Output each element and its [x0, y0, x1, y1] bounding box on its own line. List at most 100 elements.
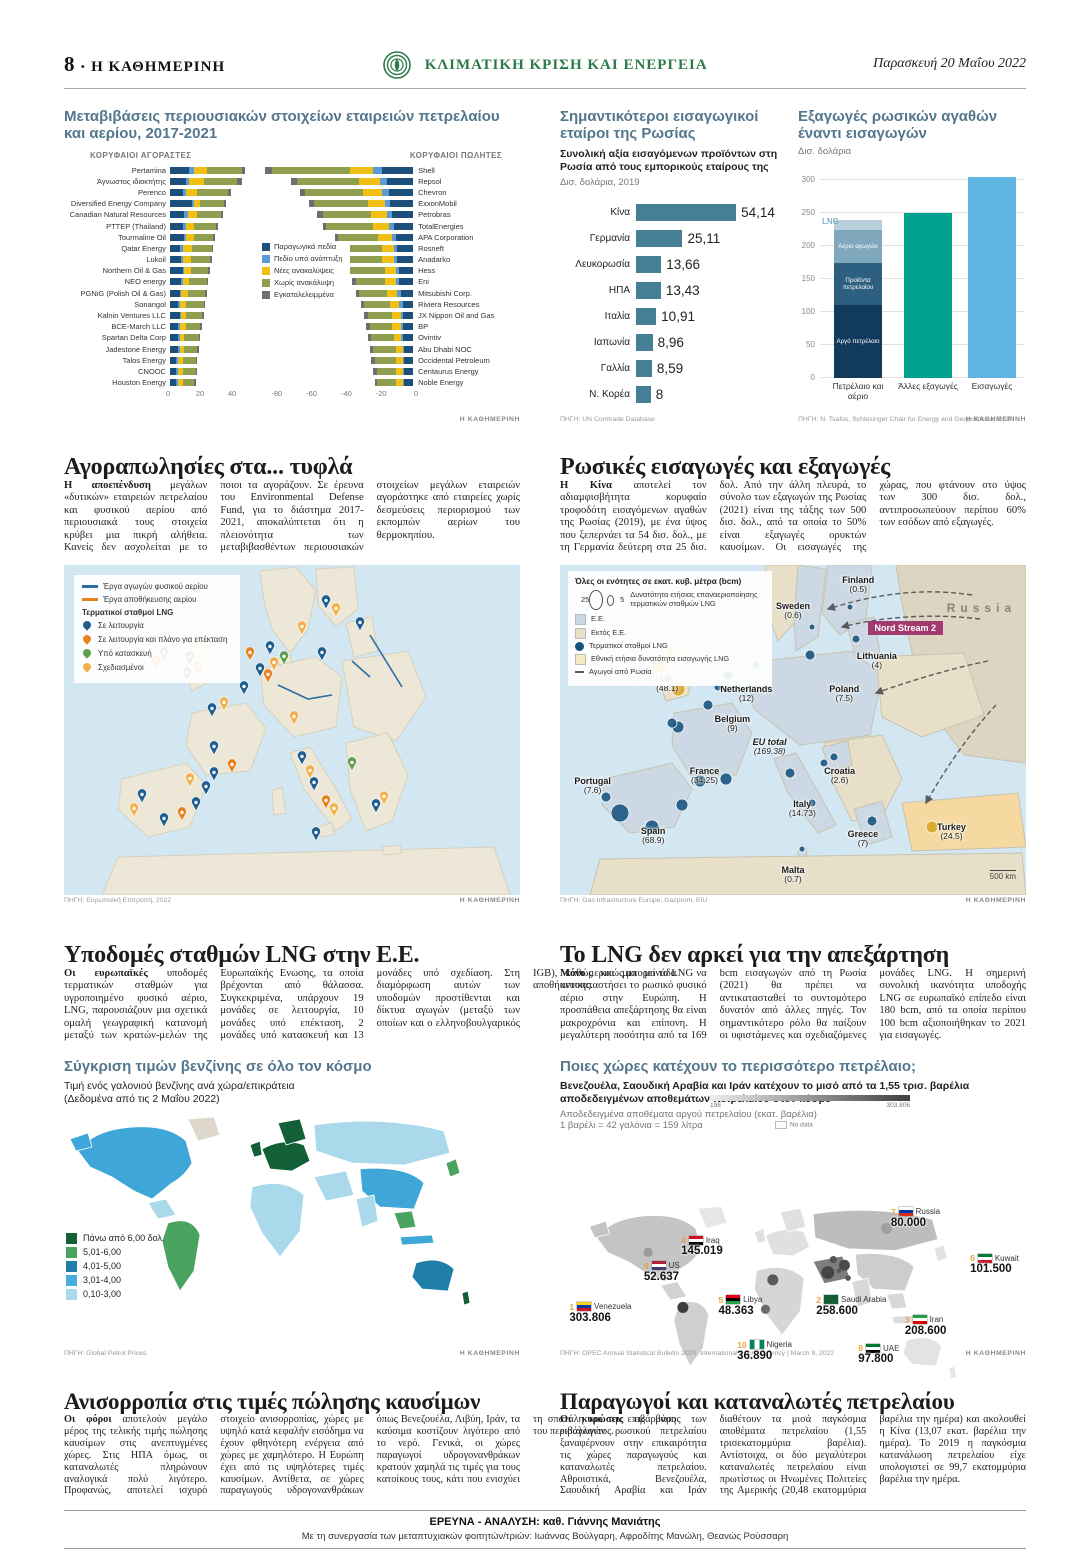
terminal-circle — [784, 767, 796, 779]
transfer-row: Perenco Chevron — [64, 187, 520, 198]
seller-label: Shell — [418, 165, 435, 175]
map-legend: Όλες οι ενότητες σε εκατ. κυβ. μέτρα (bc… — [568, 571, 772, 686]
bar-segment — [402, 367, 405, 375]
bar-segment — [197, 345, 199, 353]
seller-label: Ovintiv — [418, 333, 441, 343]
legend-item: Ε.Ε. — [575, 614, 765, 625]
lng-terminal-pin — [297, 750, 307, 766]
bar-segment — [203, 300, 206, 308]
legend-item: Νέες ανακαλύψεις — [262, 266, 350, 275]
seller-label: Occidental Petroleum — [418, 355, 490, 365]
map-surface: Έργα αγωγών φυσικού αερίου Έργα αποθήκευ… — [64, 565, 520, 895]
gridline — [820, 212, 1024, 213]
partner-bar — [636, 386, 651, 404]
bar-segment — [393, 244, 398, 252]
terminal-circle — [851, 634, 861, 644]
terminal-circle — [675, 798, 689, 812]
bar-segment — [181, 278, 183, 286]
lng-terminal-pin — [201, 780, 211, 796]
bar-segment — [182, 222, 186, 230]
buyer-bar — [169, 222, 248, 230]
partner-value: 54,14 — [741, 205, 775, 221]
import-partner-row: Ιαπωνία 8,96 — [560, 330, 782, 356]
lng-terminal-pin — [311, 826, 321, 842]
terminal-circle — [610, 803, 630, 823]
lng-terminal-pin — [219, 696, 229, 712]
seller-label: JX Nippon Oil and Gas — [418, 311, 495, 321]
seller-bar — [256, 278, 414, 286]
bar-segment — [181, 312, 186, 320]
article-lead: Οι ευρωπαϊκές — [64, 968, 148, 979]
terminal-circle — [808, 623, 816, 631]
bar-segment — [305, 188, 363, 196]
article-body: μερικώς μπορεί το LNG να αντικαταστήσει … — [560, 968, 1026, 1042]
bar-segment — [265, 166, 273, 174]
credit: Η ΚΑΘΗΜΕΡΙΝΗ — [459, 1350, 520, 1357]
stack-segment: Προϊόντα πετρελαίου — [834, 262, 882, 306]
import-partner-row: Λευκορωσία 13,66 — [560, 252, 782, 278]
storage-swatch — [82, 598, 98, 601]
collaboration-credit: Με τη συνεργασία των μεταπτυχιακών φοιτη… — [301, 1531, 789, 1542]
buyer-bar — [169, 312, 248, 320]
bar-segment — [350, 166, 374, 174]
bar-segment — [169, 233, 185, 241]
partner-bar — [636, 360, 652, 378]
bar-segment — [362, 188, 382, 196]
sellers-axis-tick: -80 — [271, 389, 283, 399]
bar-segment — [184, 345, 198, 353]
legend-status-item: Σε λειτουργία και πλάνο για επέκταση — [79, 631, 232, 647]
bar-segment — [371, 356, 375, 364]
source: ΠΗΓΗ: N. Tsafos, Schlesinger Chair for E… — [798, 416, 1014, 423]
transfer-row: PTTEP (Thailand) TotalEnergies — [64, 220, 520, 231]
bar-segment — [176, 367, 178, 375]
bar-segment — [322, 222, 327, 230]
seller-label: Anadarko — [418, 255, 451, 265]
legend-item: Εθνική ετήσια δυνατότητα εισαγωγής LNG — [575, 654, 765, 665]
lng-terminal-pin — [265, 640, 275, 656]
russia-label: Russia — [946, 601, 1017, 616]
bar-segment — [192, 200, 194, 208]
seller-bar — [256, 233, 414, 241]
legend-swatch — [575, 642, 584, 651]
partner-bar — [636, 308, 657, 326]
stack-segment: Αργό πετρέλαιο — [834, 305, 882, 378]
terminal-circle — [829, 752, 839, 762]
y-axis-tick: 50 — [806, 340, 815, 349]
transfers-rows: Pertamina Shell Άγνωστος ιδιοκτήτης Repsol P… — [64, 165, 520, 389]
bar-segment — [182, 267, 185, 275]
russia-pipeline-arrows — [826, 591, 997, 805]
bar-segment — [402, 323, 414, 331]
bar-segment — [211, 244, 214, 252]
partner-label: Ιταλία — [604, 311, 630, 323]
bar-segment — [169, 323, 178, 331]
bubble-small-value: 5 — [620, 594, 625, 604]
bar-segment — [381, 256, 394, 264]
seller-bar — [256, 177, 414, 185]
legend-item: Εκτός Ε.Ε. — [575, 628, 765, 639]
buyers-axis-tick: 40 — [227, 389, 237, 399]
partner-value: 13,66 — [666, 257, 701, 273]
seller-label: Rosneft — [418, 243, 444, 253]
bar-segment — [402, 300, 414, 308]
subtitle-line2: (Δεδομένα από τις 2 Μαΐου 2022) — [64, 1093, 220, 1106]
bar-segment — [378, 233, 393, 241]
bar-segment — [360, 300, 365, 308]
legend-swatch — [66, 1288, 77, 1300]
bar-segment — [395, 267, 400, 275]
seller-bar — [256, 379, 414, 387]
price-legend-item: 5,01-6,00 — [66, 1246, 165, 1258]
buyer-label: Lukoil — [146, 255, 166, 265]
russia-exports-chart: Εξαγωγές ρωσικών αγαθών έναντι εισαγωγών… — [798, 108, 1026, 426]
headline-lng-infrastructure: Υποδομές σταθμών LNG στην Ε.Ε. — [64, 941, 420, 968]
source-row: Η ΚΑΘΗΜΕΡΙΝΗ — [64, 414, 520, 426]
bar-segment — [179, 312, 182, 320]
legend-label: Εκτός Ε.Ε. — [591, 628, 627, 638]
bar-segment — [193, 379, 196, 387]
credits-footer: ΕΡΕΥΝΑ - ΑΝΑΛΥΣΗ: καθ. Γιάννης Μανιάτης … — [64, 1510, 1026, 1549]
bar-segment — [385, 267, 396, 275]
lng-capacity-map: Finland(0.5)Sweden(0.6)UK(48.1)Netherlan… — [560, 565, 1026, 907]
bar-segment — [182, 356, 196, 364]
bar-segment — [169, 312, 180, 320]
legend-label: Νέες ανακαλύψεις — [274, 266, 334, 275]
lng-terminal-pin — [321, 794, 331, 810]
